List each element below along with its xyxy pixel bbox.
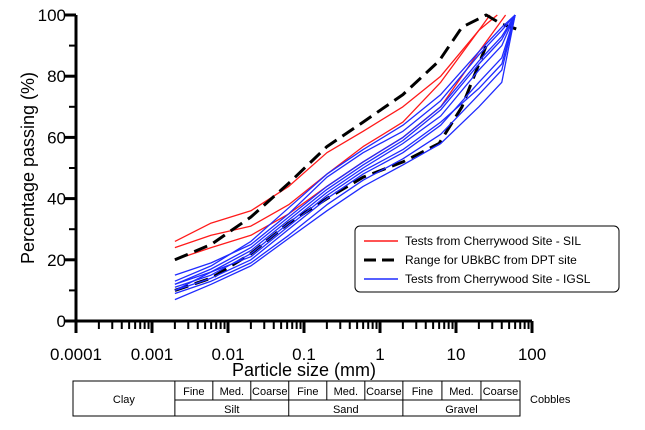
series-layer [174, 13, 521, 301]
class-sub-label: Fine [297, 386, 318, 398]
legend-box [354, 225, 620, 293]
test-line-13 [174, 14, 516, 285]
y-tick-label: 0 [57, 312, 66, 331]
class-sub-label: Fine [412, 386, 433, 398]
class-sub-label: Med. [334, 386, 358, 398]
x-axis-title: Particle size (mm) [232, 360, 376, 380]
y-axis-title: Percentage passing (%) [18, 72, 38, 264]
test-line-10 [174, 14, 516, 301]
class-sub-label: Med. [449, 386, 473, 398]
class-sub-label: Coarse [483, 386, 518, 398]
x-tick-label: 0.01 [211, 345, 244, 364]
x-tick-label: 10 [447, 345, 466, 364]
test-line-5 [174, 14, 516, 276]
y-tick-label: 20 [47, 251, 66, 270]
test-line-12 [174, 14, 516, 291]
test-line-11 [174, 14, 516, 282]
legend: Tests from Cherrywood Site - SIL Range fo… [354, 225, 620, 293]
class-group-label: Sand [333, 404, 359, 416]
class-sub-label: Fine [183, 386, 204, 398]
test-line-8 [174, 14, 516, 292]
legend-label: Tests from Cherrywood Site - SIL [405, 234, 581, 248]
dpt-range-line-4 [174, 45, 488, 292]
legend-label: Tests from Cherrywood Site - IGSL [405, 272, 591, 286]
test-line-7 [174, 14, 516, 288]
y-tick-label: 40 [47, 190, 66, 209]
class-group-label: Gravel [445, 404, 477, 416]
class-sub-label: Coarse [366, 386, 401, 398]
x-tick-label: 0.001 [131, 345, 174, 364]
test-line-6 [174, 14, 516, 285]
test-line-9 [174, 14, 516, 295]
y-tick-label: 60 [47, 128, 66, 147]
class-sub-label: Coarse [252, 386, 287, 398]
x-tick-label: 0.1 [292, 345, 316, 364]
class-sub-label: Med. [220, 386, 244, 398]
clay-label: Clay [113, 394, 136, 406]
class-group-label: Silt [224, 404, 239, 416]
y-tick-label: 100 [38, 6, 66, 25]
class-table-border [72, 380, 521, 417]
ticks-layer: 0.0001 0.001 0.01 0.1 1 10 100 0 20 40 60 80 100 [38, 6, 547, 364]
x-tick-label: 100 [518, 345, 546, 364]
y-tick-label: 80 [47, 67, 66, 86]
x-tick-label: 0.0001 [50, 345, 102, 364]
test-line-1 [174, 14, 498, 249]
dpt-range-line-3 [174, 13, 521, 262]
soil-classification-table: Clay Cobbles Silt Fine Med. Coarse Sand Fine Med… [72, 380, 571, 417]
x-tick-label: 1 [375, 345, 384, 364]
test-line-0 [174, 14, 491, 242]
cobbles-label: Cobbles [530, 394, 571, 406]
test-line-2 [174, 14, 507, 261]
legend-label: Range for UBkBC from DPT site [405, 253, 577, 267]
